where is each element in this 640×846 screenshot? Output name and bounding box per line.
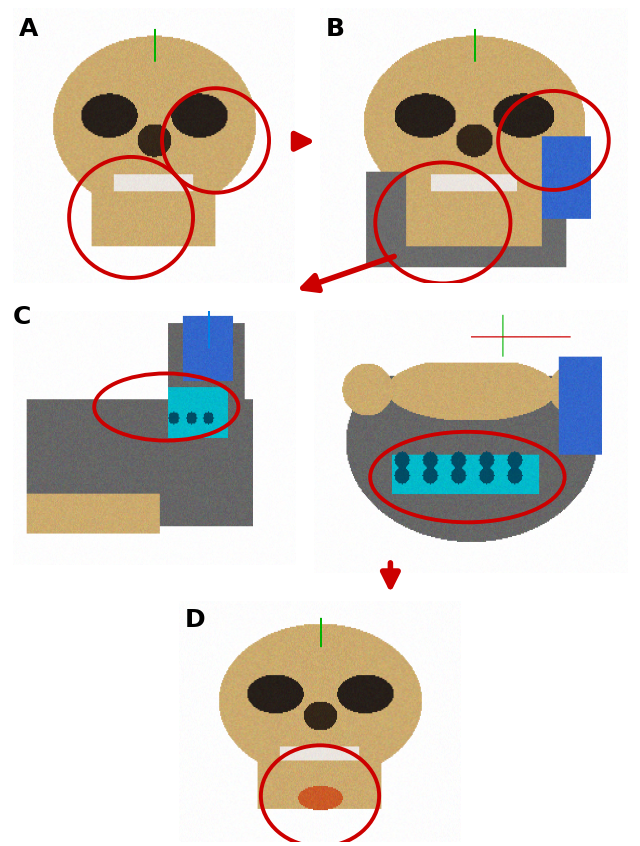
Text: A: A bbox=[19, 17, 38, 41]
Text: B: B bbox=[326, 17, 345, 41]
Text: D: D bbox=[185, 608, 205, 632]
Text: C: C bbox=[13, 305, 31, 329]
